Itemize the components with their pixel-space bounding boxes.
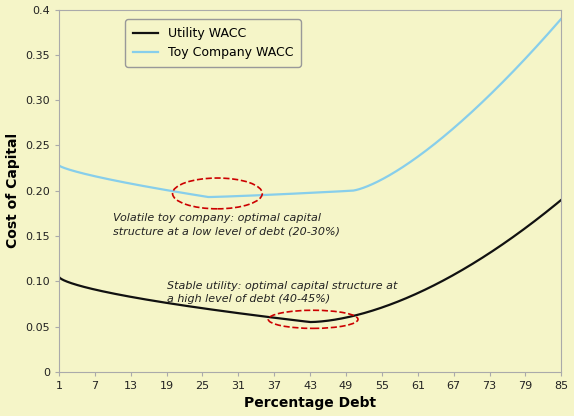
Text: Volatile toy company: optimal capital
structure at a low level of debt (20-30%): Volatile toy company: optimal capital st… (113, 213, 340, 237)
Toy Company WACC (435, 139, 441, 144)
Line: Toy Company WACC: Toy Company WACC (59, 19, 561, 197)
Utility WACC (558, 197, 565, 202)
Toy Company WACC (145, 184, 152, 189)
Y-axis label: Cost of Capital: Cost of Capital (6, 133, 20, 248)
Toy Company WACC (185, 191, 192, 196)
Utility WACC (307, 319, 314, 324)
Utility WACC (435, 281, 441, 286)
Text: Stable utility: optimal capital structure at
a high level of debt (40-45%): Stable utility: optimal capital structur… (166, 281, 397, 305)
X-axis label: Percentage Debt: Percentage Debt (244, 396, 376, 411)
Utility WACC (56, 274, 63, 279)
Utility WACC (283, 317, 290, 322)
Toy Company WACC (558, 16, 565, 21)
Utility WACC (185, 304, 192, 309)
Toy Company WACC (352, 188, 359, 193)
Utility WACC (145, 297, 152, 302)
Legend: Utility WACC, Toy Company WACC: Utility WACC, Toy Company WACC (126, 20, 301, 67)
Line: Utility WACC: Utility WACC (59, 200, 561, 322)
Toy Company WACC (392, 169, 399, 174)
Utility WACC (392, 300, 399, 305)
Toy Company WACC (284, 191, 290, 196)
Toy Company WACC (56, 163, 63, 168)
Utility WACC (352, 313, 359, 318)
Toy Company WACC (205, 195, 212, 200)
